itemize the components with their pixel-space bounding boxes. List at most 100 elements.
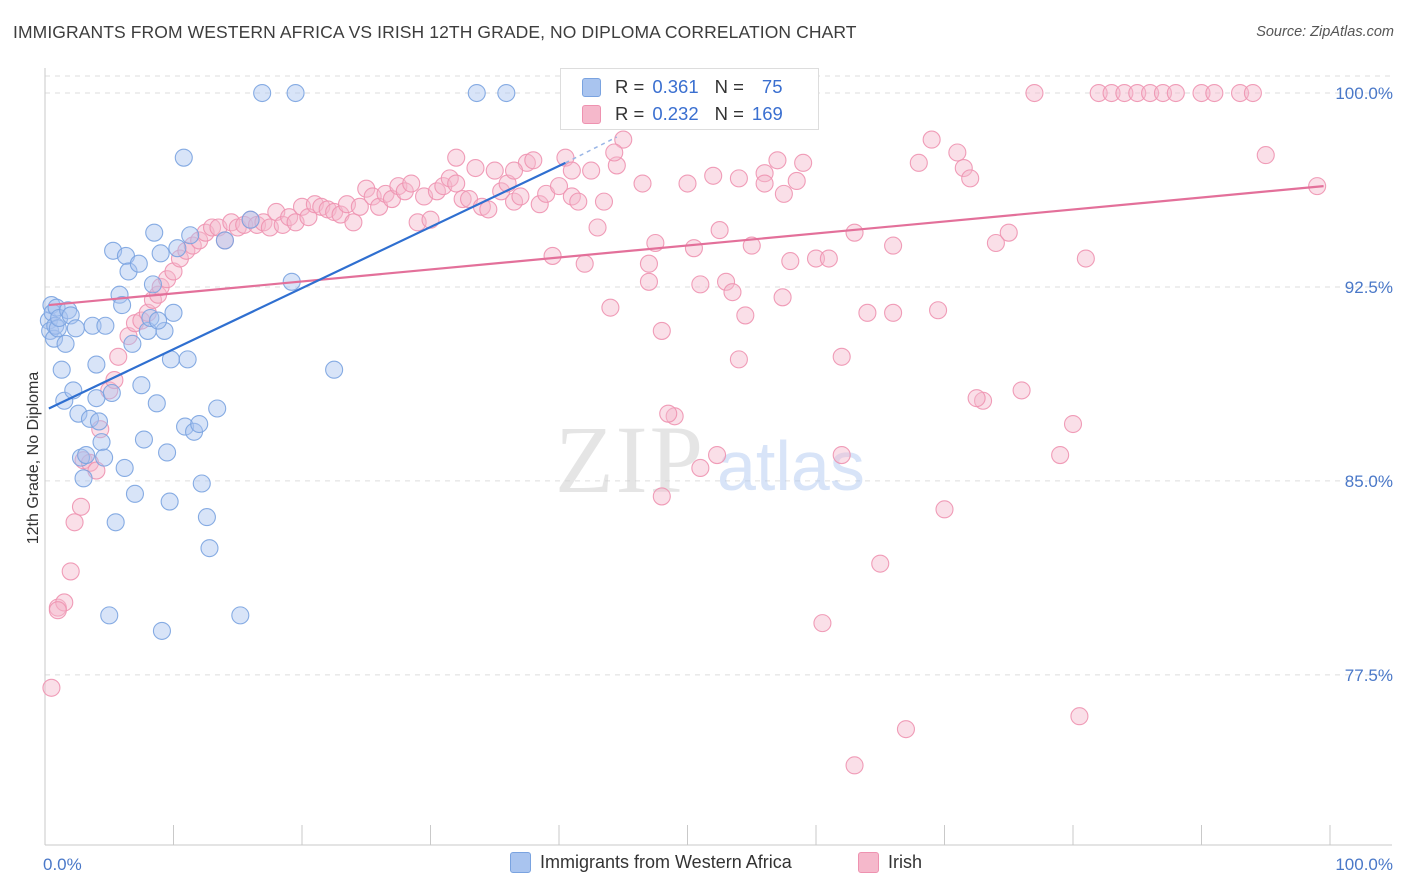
irish-point [1089,83,1108,103]
western-africa-point [181,226,200,245]
irish-point [594,192,614,211]
western-africa-point [115,458,134,478]
western-africa-point [253,83,272,103]
western-africa-point [174,148,193,167]
irish-point [845,223,864,242]
western-africa-point [89,412,109,431]
irish-point [922,130,941,149]
western-africa-point [52,360,71,379]
legend-item-irish[interactable]: Irish [858,852,922,873]
n-label: N = [714,103,744,124]
x-tick-label-max: 100.0% [1335,855,1393,874]
irish-point [935,500,954,519]
irish-point [787,171,806,190]
irish-point [967,389,986,408]
western-africa-point [132,376,151,395]
irish-point [42,678,61,697]
western-africa-point [83,316,102,335]
irish-point [588,218,607,237]
western-africa-point [66,319,85,338]
irish-point [884,236,903,255]
western-africa-point [100,606,119,625]
irish-point [453,190,472,209]
watermark: ZIP atlas [555,406,865,513]
n-value: 75 [761,76,783,97]
irish-point [806,249,826,268]
western-africa-point [497,83,516,103]
western-africa-point [190,414,209,434]
r-label: R = [615,76,645,97]
western-africa-point [113,296,132,315]
irish-point [639,254,659,273]
irish-point [716,272,736,291]
western-africa-point [200,539,219,558]
axes [44,68,1392,846]
western-africa-point [74,469,93,488]
irish-point [954,158,973,178]
irish-point [511,187,530,206]
western-africa-point [155,321,174,340]
irish-point [1141,83,1160,103]
irish-point [344,213,363,232]
irish-point [832,347,851,366]
western-africa-point [178,350,197,369]
trend-lines [48,136,1324,410]
western-africa-point [96,316,115,335]
western-africa-point [197,508,216,527]
irish-point [1025,83,1044,103]
y-axis-label: 12th Grade, No Diploma [25,372,42,545]
irish-point [61,562,80,581]
western-africa-point [160,492,179,511]
western-africa-point [44,329,64,348]
y-tick-labels: 77.5% 85.0% 92.5% 100.0% [1335,84,1393,685]
western-africa-point [158,443,177,462]
irish-points [42,83,1327,775]
western-africa-point [147,394,166,413]
irish-point [909,153,928,172]
irish-point [1192,83,1211,103]
irish-point [794,153,813,172]
x-tick-label-min: 0.0% [43,855,82,874]
irish-point [884,303,903,322]
irish-point [466,158,485,178]
irish-point [729,169,748,188]
legend-swatch-pink [858,852,879,873]
western-africa-points [39,83,516,640]
irish-point [819,249,838,268]
irish-point [65,513,84,532]
irish-point [549,177,569,196]
irish-point [691,458,710,478]
irish-point [684,239,703,258]
western-africa-point [56,334,75,353]
western-africa-point [325,360,344,379]
western-africa-point [69,404,88,423]
western-africa-point [95,448,114,467]
irish-point [755,174,774,193]
western-africa-point [59,301,78,320]
n-value: 169 [751,103,783,124]
irish-point [601,298,620,317]
legend-swatch-pink [582,104,601,124]
legend-swatch-blue [510,852,531,873]
y-tick-label: 100.0% [1335,84,1393,103]
irish-point [858,303,877,322]
irish-point [813,614,832,633]
y-tick-label: 77.5% [1345,666,1393,685]
western-africa-point [125,484,144,503]
source-label: Source: ZipAtlas.com [1256,24,1394,40]
irish-point [729,350,748,369]
irish-point [1231,83,1250,103]
irish-trend-line [48,185,1324,307]
chart-title: IMMIGRANTS FROM WESTERN AFRICA VS IRISH … [13,22,857,42]
legend-item-western-africa[interactable]: Immigrants from Western Africa [510,852,792,873]
irish-point [1063,414,1083,434]
irish-point [1051,446,1070,465]
irish-point [1115,83,1134,103]
irish-point [504,161,524,180]
irish-point [1076,249,1095,268]
r-value: 0.361 [652,76,699,97]
irish-point [402,174,421,193]
irish-point [659,404,678,423]
irish-point [1153,83,1172,103]
western-africa-point [87,355,106,374]
